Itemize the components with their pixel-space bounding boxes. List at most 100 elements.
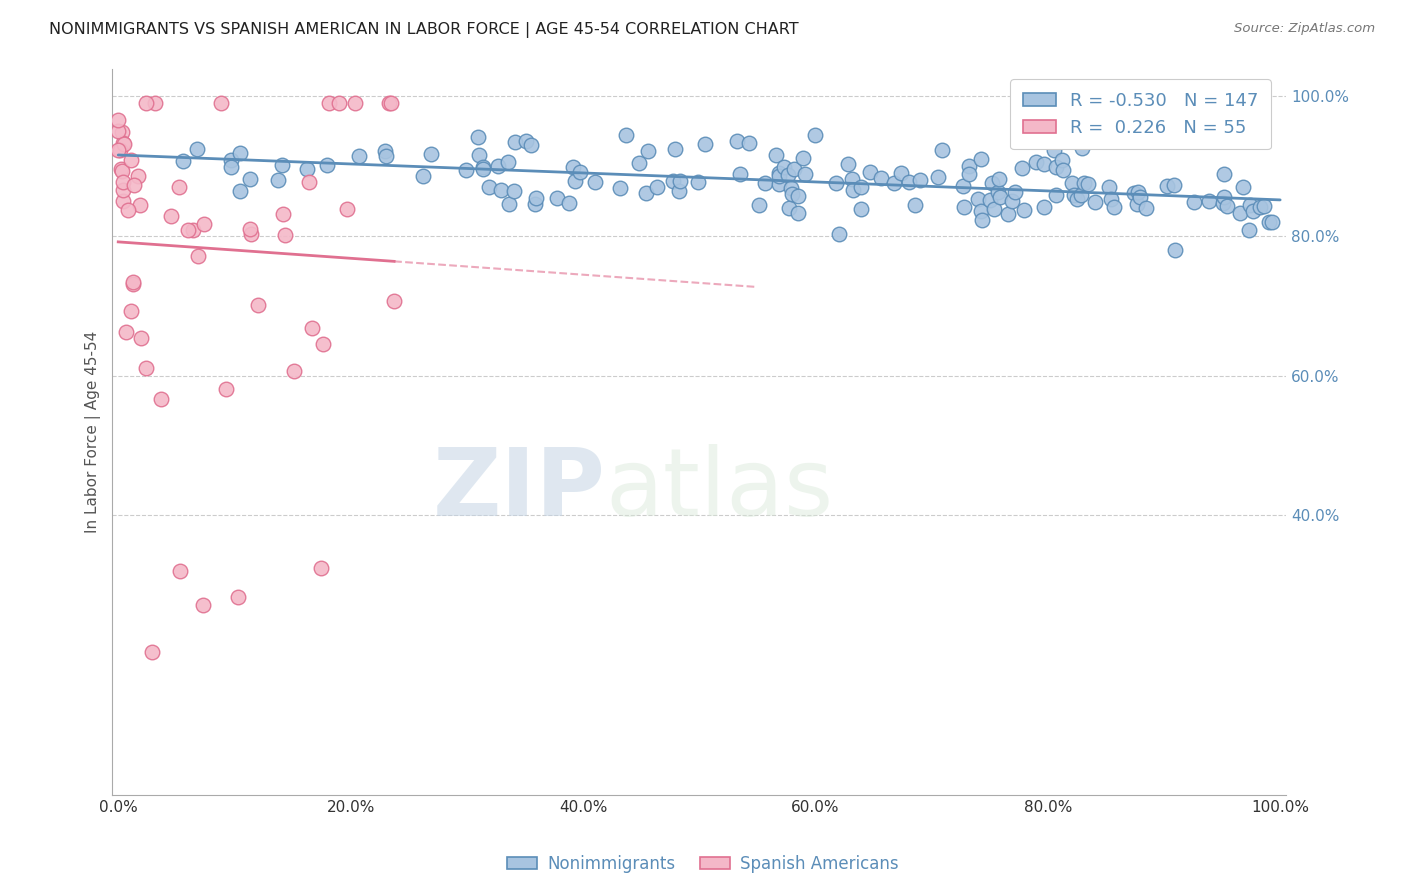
Point [786,206,808,220]
Point [420,147,443,161]
Point [695,136,717,151]
Point [859,165,882,179]
Point [583,175,606,189]
Point [117,202,139,217]
Point [1045,187,1067,202]
Point [952,179,974,194]
Point [1071,140,1094,154]
Point [609,181,631,195]
Point [183,223,205,237]
Point [768,178,790,192]
Point [120,153,142,168]
Point [1163,243,1185,257]
Point [111,136,134,151]
Point [177,223,200,237]
Legend: Nonimmigrants, Spanish Americans: Nonimmigrants, Spanish Americans [501,848,905,880]
Point [983,202,1005,216]
Point [825,176,848,190]
Point [107,124,129,138]
Point [647,180,669,194]
Point [725,134,748,148]
Point [122,275,145,289]
Point [842,183,865,197]
Point [374,149,396,163]
Point [524,197,547,211]
Point [114,325,136,339]
Point [1099,192,1122,206]
Point [1098,180,1121,194]
Point [472,162,495,177]
Point [614,128,637,142]
Point [503,184,526,198]
Point [564,174,586,188]
Point [1258,215,1281,229]
Point [1253,199,1275,213]
Point [837,157,859,171]
Point [121,277,143,291]
Point [1213,167,1236,181]
Point [793,167,815,181]
Point [754,176,776,190]
Point [267,173,290,187]
Point [1025,154,1047,169]
Point [1001,194,1024,208]
Point [111,182,134,196]
Point [1004,185,1026,199]
Point [778,169,800,183]
Point [569,164,592,178]
Point [557,196,579,211]
Point [315,158,337,172]
Point [301,321,323,335]
Point [309,561,332,575]
Point [110,164,132,178]
Point [378,96,401,111]
Point [219,153,242,168]
Point [498,197,520,211]
Point [1084,194,1107,209]
Point [1129,190,1152,204]
Point [883,176,905,190]
Point [1229,206,1251,220]
Point [778,202,800,216]
Point [970,213,993,227]
Text: atlas: atlas [606,443,834,536]
Point [1073,176,1095,190]
Point [505,135,527,149]
Point [298,175,321,189]
Point [107,144,129,158]
Point [1043,143,1066,157]
Point [111,125,134,139]
Point [169,180,191,194]
Point [239,227,262,241]
Point [120,303,142,318]
Point [768,169,790,183]
Point [748,198,770,212]
Point [780,187,803,202]
Point [471,161,494,175]
Point [828,227,851,241]
Point [1032,157,1054,171]
Point [1239,198,1261,212]
Point [226,590,249,604]
Point [467,130,489,145]
Point [1102,200,1125,214]
Point [970,152,993,166]
Point [312,337,335,351]
Point [215,382,238,396]
Point [1156,178,1178,193]
Point [122,178,145,192]
Point [1062,176,1084,190]
Point [780,180,803,194]
Point [1241,204,1264,219]
Point [160,209,183,223]
Point [1237,223,1260,237]
Point [149,392,172,406]
Point [129,198,152,212]
Point [209,96,232,111]
Point [191,598,214,612]
Point [1032,200,1054,214]
Point [1182,194,1205,209]
Point [997,206,1019,220]
Point [1213,189,1236,203]
Point [668,184,690,198]
